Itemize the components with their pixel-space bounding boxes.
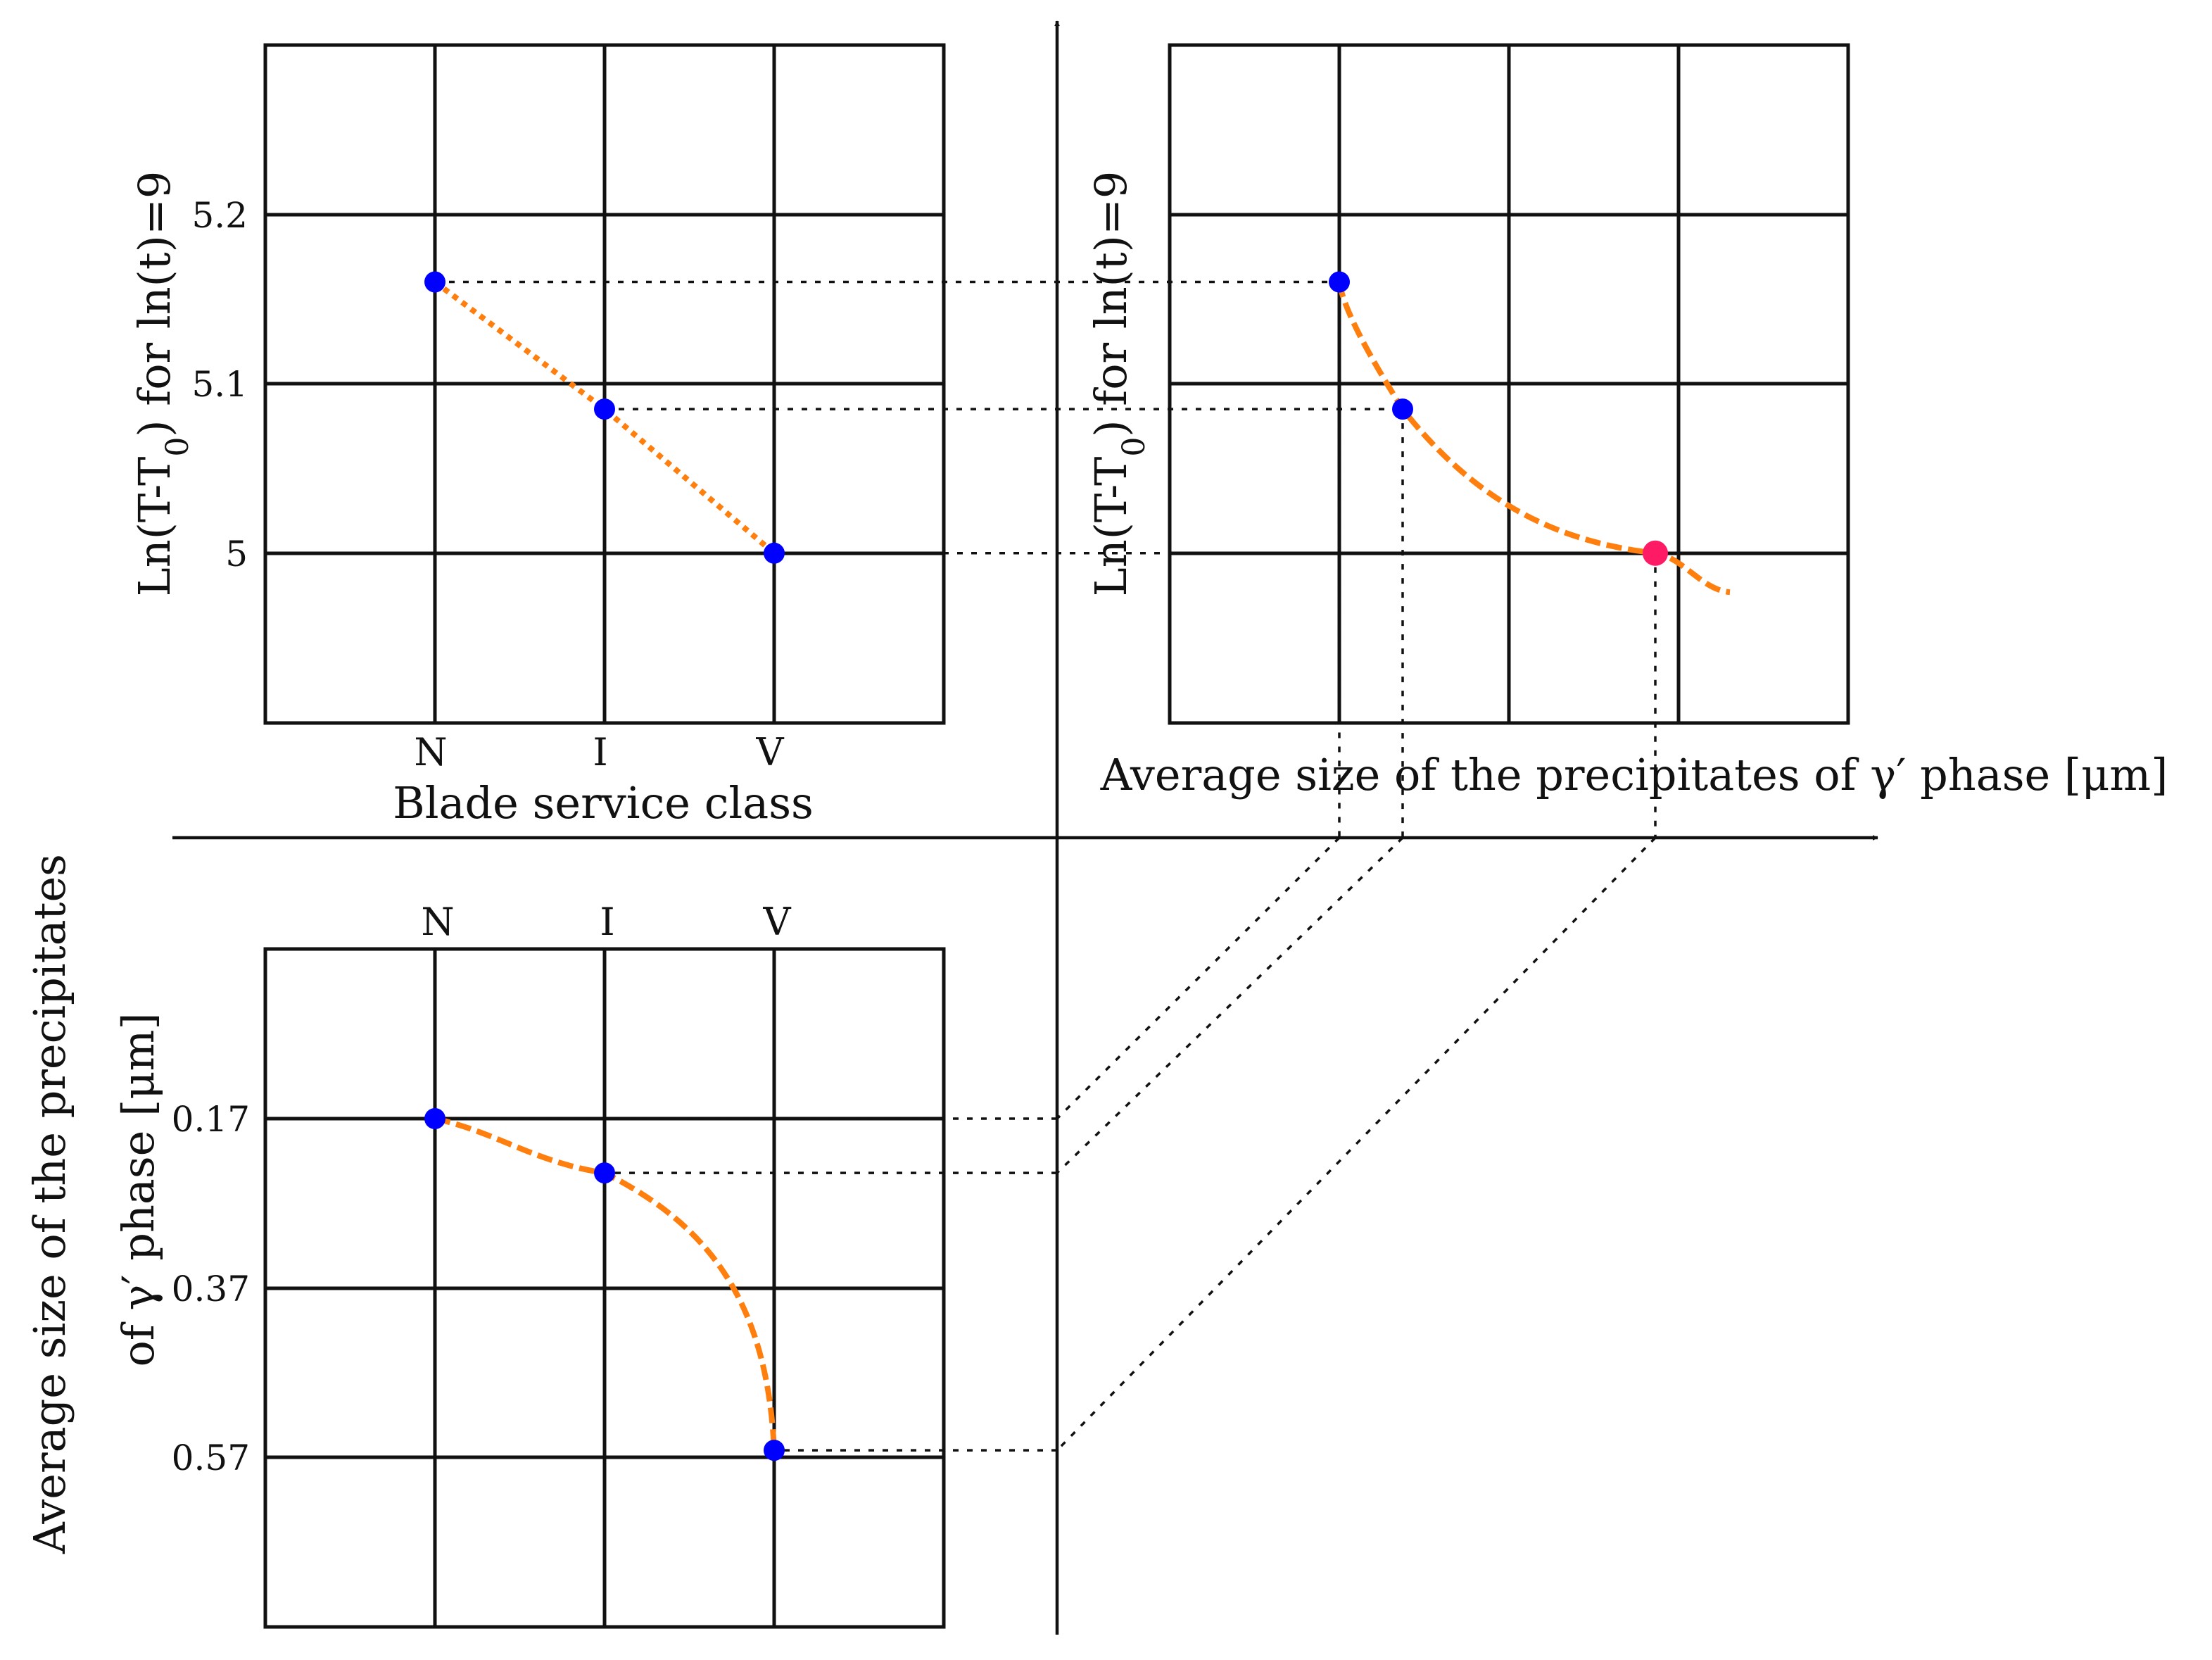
top-right-highlighted-point <box>1643 540 1668 566</box>
data-points <box>424 271 1668 1461</box>
guide-diagonal-transfer <box>1056 836 1404 1174</box>
x-tick-label: V <box>763 900 792 944</box>
central-axes <box>172 20 1878 1635</box>
x-tick-label: N <box>414 730 447 774</box>
x-tick-label: I <box>600 900 614 944</box>
bottom-left-point-I <box>594 1162 615 1184</box>
panel-bottom-left-grid <box>263 947 946 1629</box>
guide-diagonal-transfer <box>1056 836 1657 1452</box>
top-left-point-N <box>424 271 445 293</box>
bottom-left-point-N <box>424 1108 445 1129</box>
x-tick-label: I <box>593 730 607 774</box>
top-left-y-axis-label: Ln(T-T0) for ln(t)=9 <box>129 171 196 597</box>
panel-top-left-grid <box>263 43 946 725</box>
top-left-x-axis-label: Blade service class <box>393 777 814 829</box>
x-tick-label: N <box>421 900 454 944</box>
panel-top-right-grid <box>1168 43 1850 725</box>
trend-curves <box>433 279 1731 1451</box>
x-tick-label: V <box>756 730 785 774</box>
bottom-left-y-axis-label-line1: Average size of the precipitates <box>24 854 75 1554</box>
y-tick-label: 5.1 <box>191 364 248 405</box>
y-tick-label: 0.37 <box>172 1269 250 1309</box>
bottom-left-y-ticks: 0.17 0.37 0.57 <box>172 1099 250 1478</box>
top-right-trend-curve <box>1336 281 1731 596</box>
bottom-left-trend-curve <box>434 1116 777 1451</box>
top-left-point-I <box>594 398 615 420</box>
top-right-y-axis-label: Ln(T-T0) for ln(t)=9 <box>1085 171 1152 597</box>
top-right-point <box>1392 398 1413 420</box>
bottom-left-point-V <box>764 1440 785 1461</box>
y-tick-label: 0.57 <box>172 1438 250 1478</box>
bottom-left-x-ticks: N I V <box>421 900 791 944</box>
y-tick-label: 5.2 <box>191 195 248 236</box>
bottom-left-y-axis-label-line2: of γ′ phase [μm] <box>113 1012 164 1366</box>
top-left-point-V <box>764 542 785 564</box>
top-left-x-ticks: N I V <box>414 730 784 774</box>
y-tick-label: 5 <box>225 534 248 574</box>
guide-diagonal-transfer <box>1056 836 1341 1120</box>
y-tick-label: 0.17 <box>172 1099 250 1140</box>
top-right-x-axis-label: Average size of the precipitates of γ′ p… <box>1100 749 2168 800</box>
top-right-point <box>1329 271 1350 293</box>
guide-lines <box>435 280 1657 1452</box>
top-left-y-ticks: 5.2 5.1 5 <box>191 195 248 574</box>
top-left-trend-line <box>433 279 776 555</box>
